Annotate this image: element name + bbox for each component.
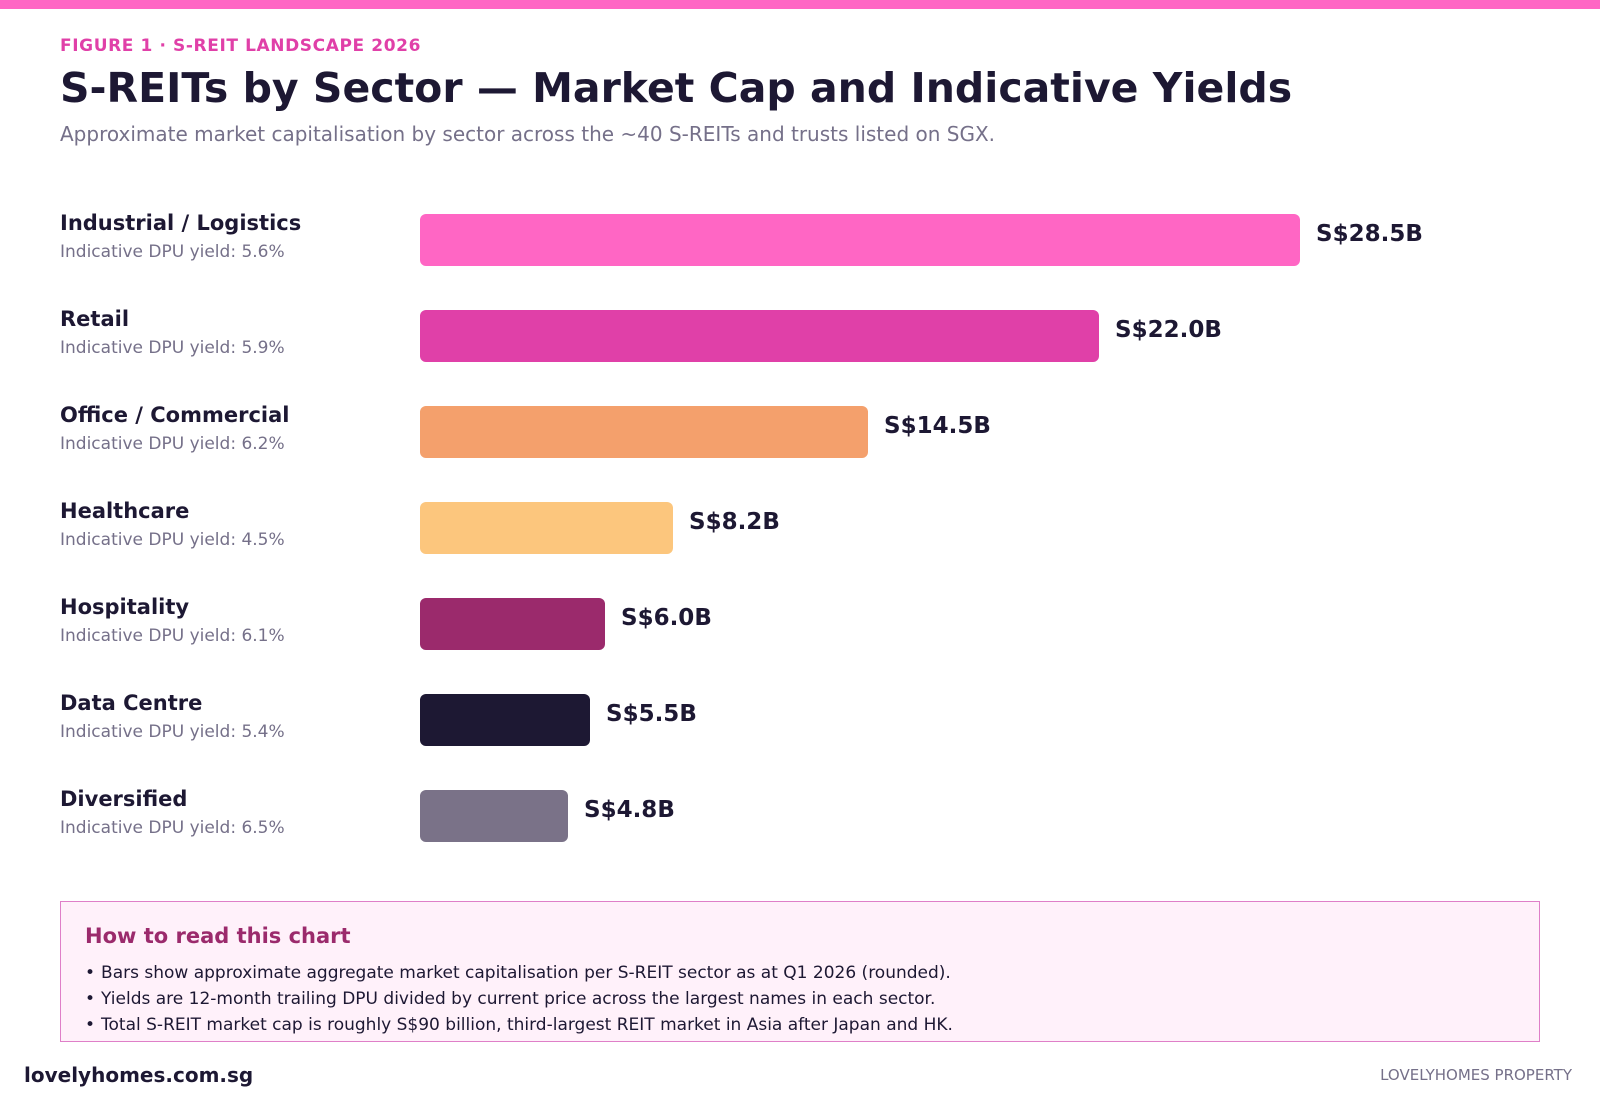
sector-bar-chart: Industrial / Logistics Indicative DPU yie… <box>0 190 1600 870</box>
note-text: Yields are 12-month trailing DPU divided… <box>101 989 936 1009</box>
yield-label: Indicative DPU yield: 6.2% <box>60 434 285 454</box>
note-text: Bars show approximate aggregate market c… <box>101 963 951 983</box>
yield-label: Indicative DPU yield: 4.5% <box>60 530 285 550</box>
yield-label: Indicative DPU yield: 6.5% <box>60 818 285 838</box>
bar <box>420 214 1300 266</box>
yield-label: Indicative DPU yield: 5.9% <box>60 338 285 358</box>
category-label: Industrial / Logistics <box>60 211 302 235</box>
category-label: Diversified <box>60 787 188 811</box>
value-label: S$8.2B <box>689 509 780 535</box>
chart-row: Office / Commercial Indicative DPU yield:… <box>0 382 1600 478</box>
category-label: Office / Commercial <box>60 403 290 427</box>
chart-row: Hospitality Indicative DPU yield: 6.1% S$6… <box>0 574 1600 670</box>
bullet-glyph: • <box>85 989 96 1009</box>
yield-label: Indicative DPU yield: 5.6% <box>60 242 285 262</box>
category-label: Data Centre <box>60 691 203 715</box>
bar <box>420 598 605 650</box>
figure-eyebrow: FIGURE 1 · S-REIT LANDSCAPE 2026 <box>60 36 421 56</box>
value-label: S$6.0B <box>621 605 712 631</box>
category-label: Retail <box>60 307 130 331</box>
note-item: • Yields are 12-month trailing DPU divide… <box>85 986 953 1012</box>
notes-heading: How to read this chart <box>85 924 351 948</box>
notes-list: • Bars show approximate aggregate market … <box>85 960 953 1038</box>
value-label: S$22.0B <box>1115 317 1222 343</box>
note-text: Total S-REIT market cap is roughly S$90 … <box>101 1015 953 1035</box>
yield-label: Indicative DPU yield: 5.4% <box>60 722 285 742</box>
value-label: S$4.8B <box>584 797 675 823</box>
bar <box>420 406 868 458</box>
value-label: S$14.5B <box>884 413 991 439</box>
brand-name: LOVELYHOMES PROPERTY <box>1380 1066 1572 1084</box>
category-label: Hospitality <box>60 595 190 619</box>
chart-row: Healthcare Indicative DPU yield: 4.5% S$8.… <box>0 478 1600 574</box>
bar <box>420 310 1099 362</box>
bar <box>420 502 673 554</box>
note-item: • Total S-REIT market cap is roughly S$90… <box>85 1012 953 1038</box>
yield-label: Indicative DPU yield: 6.1% <box>60 626 285 646</box>
how-to-read-panel: How to read this chart • Bars show approx… <box>60 901 1540 1042</box>
page-title: S-REITs by Sector — Market Cap and Indic… <box>60 64 1293 112</box>
bar <box>420 790 568 842</box>
chart-row: Data Centre Indicative DPU yield: 5.4% S$5… <box>0 670 1600 766</box>
bar <box>420 694 590 746</box>
site-link[interactable]: lovelyhomes.com.sg <box>24 1063 254 1087</box>
bullet-glyph: • <box>85 963 96 983</box>
top-accent-stripe <box>0 0 1600 9</box>
chart-row: Industrial / Logistics Indicative DPU yie… <box>0 190 1600 286</box>
value-label: S$28.5B <box>1316 221 1423 247</box>
page-subtitle: Approximate market capitalisation by sec… <box>60 122 996 146</box>
value-label: S$5.5B <box>606 701 697 727</box>
bullet-glyph: • <box>85 1015 96 1035</box>
chart-row: Diversified Indicative DPU yield: 6.5% S$4… <box>0 766 1600 862</box>
category-label: Healthcare <box>60 499 190 523</box>
chart-row: Retail Indicative DPU yield: 5.9% S$22.0B <box>0 286 1600 382</box>
note-item: • Bars show approximate aggregate market … <box>85 960 953 986</box>
